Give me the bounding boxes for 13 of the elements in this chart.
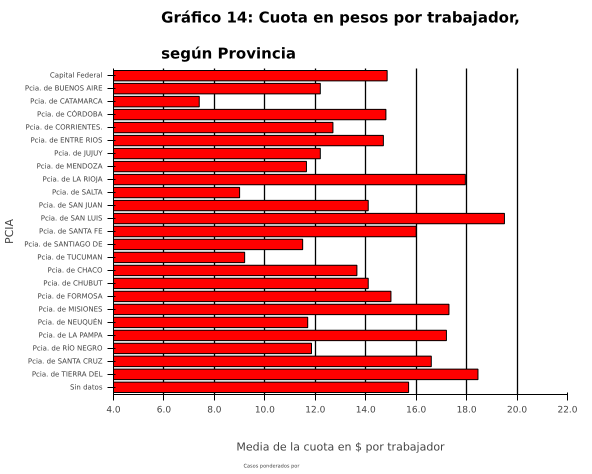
x-tick-label: 14.0	[356, 406, 376, 416]
x-tick-label: 6.0	[156, 406, 172, 416]
y-axis-title: PCIA	[3, 218, 16, 244]
x-tick-label: 18.0	[456, 406, 477, 416]
x-tick-label: 12.0	[305, 406, 326, 416]
x-tick-label: 10.0	[254, 406, 276, 416]
x-tick-label: 22.0	[557, 406, 578, 416]
x-tick-label: 4.0	[106, 406, 121, 416]
x-tick-label: 20.0	[507, 406, 528, 416]
chart-title: Gráfico 14: Cuota en pesos por trabajador, según Provincia	[161, 8, 520, 62]
x-tick-label: 16.0	[406, 406, 426, 416]
x-tick-label: 8.0	[207, 406, 222, 416]
x-axis-title: Media de la cuota en $ por trabajador	[236, 440, 446, 454]
